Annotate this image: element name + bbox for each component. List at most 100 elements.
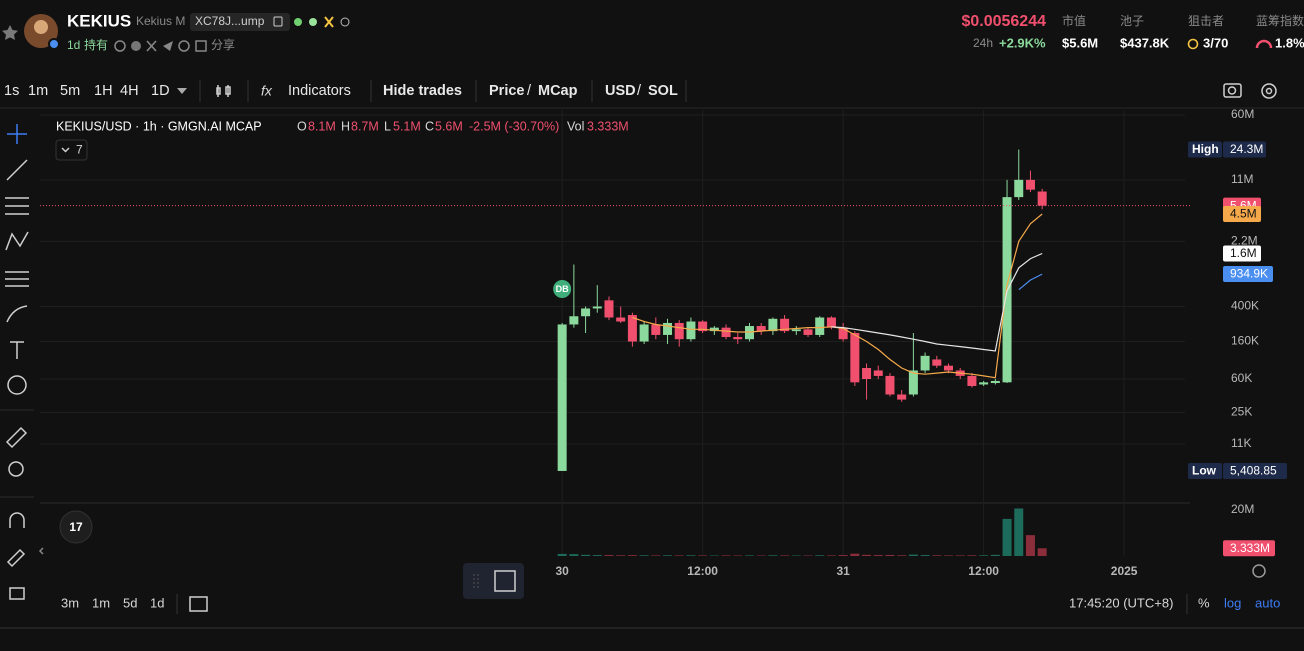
log-toggle[interactable]: log xyxy=(1224,595,1241,610)
y-tick-label: 60M xyxy=(1231,107,1254,121)
token-address[interactable]: XC78J...ump xyxy=(195,14,265,28)
fx-icon[interactable]: fx xyxy=(261,83,273,99)
candle-body xyxy=(873,370,883,376)
brush-tool[interactable] xyxy=(6,305,28,323)
candle-body xyxy=(838,327,848,340)
zoom-tool[interactable] xyxy=(8,461,24,477)
hide-trades-button[interactable]: Hide trades xyxy=(383,83,462,99)
candle-body xyxy=(733,337,743,340)
candle-body xyxy=(1037,191,1047,206)
x-tick-label: 12:00 xyxy=(968,564,999,578)
volume-bar xyxy=(897,555,907,556)
camera-icon[interactable] xyxy=(1223,83,1242,98)
copy-icon[interactable] xyxy=(273,16,283,27)
price-toggle[interactable]: Price xyxy=(489,83,524,99)
magnet-tool[interactable] xyxy=(9,512,25,528)
range-button[interactable]: 5d xyxy=(123,595,137,610)
chart-type-icon[interactable] xyxy=(216,85,231,97)
web-icon[interactable] xyxy=(178,40,190,52)
change-label: 24h xyxy=(973,36,993,50)
percent-toggle[interactable]: % xyxy=(1198,595,1210,610)
volume-bar xyxy=(768,555,778,556)
token-price: $0.0056244 xyxy=(961,13,1046,30)
indicator-toggle[interactable] xyxy=(55,139,88,161)
volume-bar xyxy=(1002,518,1012,556)
candle-body xyxy=(581,308,591,317)
candle-body xyxy=(709,327,719,332)
interval[interactable]: 1s xyxy=(4,83,19,99)
select-tool[interactable] xyxy=(494,570,516,592)
trade-marker xyxy=(553,280,572,298)
projection-tool[interactable] xyxy=(5,271,29,287)
volume-bar xyxy=(979,555,989,556)
volume-bar xyxy=(639,555,649,556)
text-tool[interactable] xyxy=(10,341,24,359)
legend-value: 5.1M xyxy=(393,119,421,133)
range-button[interactable]: 1m xyxy=(92,595,110,610)
candle-body xyxy=(932,359,942,366)
address-box[interactable] xyxy=(190,13,290,31)
candle-body xyxy=(1025,179,1035,190)
y-tick-label: 25K xyxy=(1231,405,1252,419)
candle-body xyxy=(592,306,602,309)
search-icon[interactable] xyxy=(114,40,126,52)
range-button[interactable]: 1d xyxy=(150,595,164,610)
site-icon[interactable] xyxy=(131,41,141,51)
candle-body xyxy=(990,380,1000,384)
share-label[interactable]: 分享 xyxy=(211,37,235,52)
volume-bar xyxy=(862,554,872,556)
slash: / xyxy=(637,83,642,99)
legend-key: C xyxy=(425,119,434,133)
moving-average xyxy=(1018,273,1043,291)
candle-body xyxy=(826,317,836,328)
candle-body xyxy=(639,324,649,342)
indicators-button[interactable]: Indicators xyxy=(288,83,351,99)
usd-toggle[interactable]: USD xyxy=(605,83,636,99)
price-tag-box xyxy=(1188,141,1222,158)
collapse-arrow[interactable] xyxy=(38,547,44,555)
interval[interactable]: 4H xyxy=(120,83,139,99)
interval[interactable]: 5m xyxy=(60,83,80,99)
stat-value: 1.8% xyxy=(1275,35,1304,50)
tv-logo[interactable] xyxy=(59,510,93,544)
fib-tool[interactable] xyxy=(5,197,29,215)
candle-body xyxy=(651,324,661,335)
sol-toggle[interactable]: SOL xyxy=(648,83,678,99)
legend-key: L xyxy=(384,119,391,133)
emoji-tool[interactable] xyxy=(7,375,27,395)
mcap-toggle[interactable]: MCap xyxy=(538,83,578,99)
volume-bar xyxy=(744,555,754,556)
auto-toggle[interactable]: auto xyxy=(1255,595,1280,610)
share-icon[interactable] xyxy=(195,40,207,52)
candle-body xyxy=(920,355,930,371)
crosshair-tool[interactable] xyxy=(7,124,27,144)
candle-body xyxy=(862,368,872,380)
range-button[interactable]: 3m xyxy=(61,595,79,610)
x-icon[interactable] xyxy=(146,40,157,52)
candle-body xyxy=(557,324,567,471)
ruler-tool[interactable] xyxy=(5,426,28,449)
dropdown[interactable] xyxy=(177,88,187,94)
pattern-tool[interactable] xyxy=(5,231,29,251)
volume-bar xyxy=(780,555,790,556)
x-tick-label: 30 xyxy=(555,564,569,578)
y-tick-label: 160K xyxy=(1231,334,1259,348)
date-range-icon[interactable] xyxy=(189,596,208,612)
drawing-tools xyxy=(5,124,29,600)
lock-tool[interactable] xyxy=(9,587,25,600)
interval[interactable]: 1m xyxy=(28,83,48,99)
trendline-tool[interactable] xyxy=(6,159,28,181)
axis-settings[interactable] xyxy=(1252,564,1266,578)
interval-active[interactable]: 1H xyxy=(94,83,113,99)
favorite-star[interactable] xyxy=(2,25,18,40)
candle-body xyxy=(604,300,614,318)
y-tick-label: 11K xyxy=(1231,436,1251,450)
lock-draw-tool[interactable] xyxy=(6,548,26,568)
interval[interactable]: 1D xyxy=(151,83,170,99)
token-fullname: Kekius M xyxy=(136,14,185,28)
settings-icon[interactable] xyxy=(1261,83,1277,99)
candle-body xyxy=(698,321,708,332)
stat-label[interactable]: 狙击者 xyxy=(1188,14,1224,28)
telegram-icon[interactable] xyxy=(163,41,173,51)
indicator-count[interactable]: 7 xyxy=(76,143,83,157)
